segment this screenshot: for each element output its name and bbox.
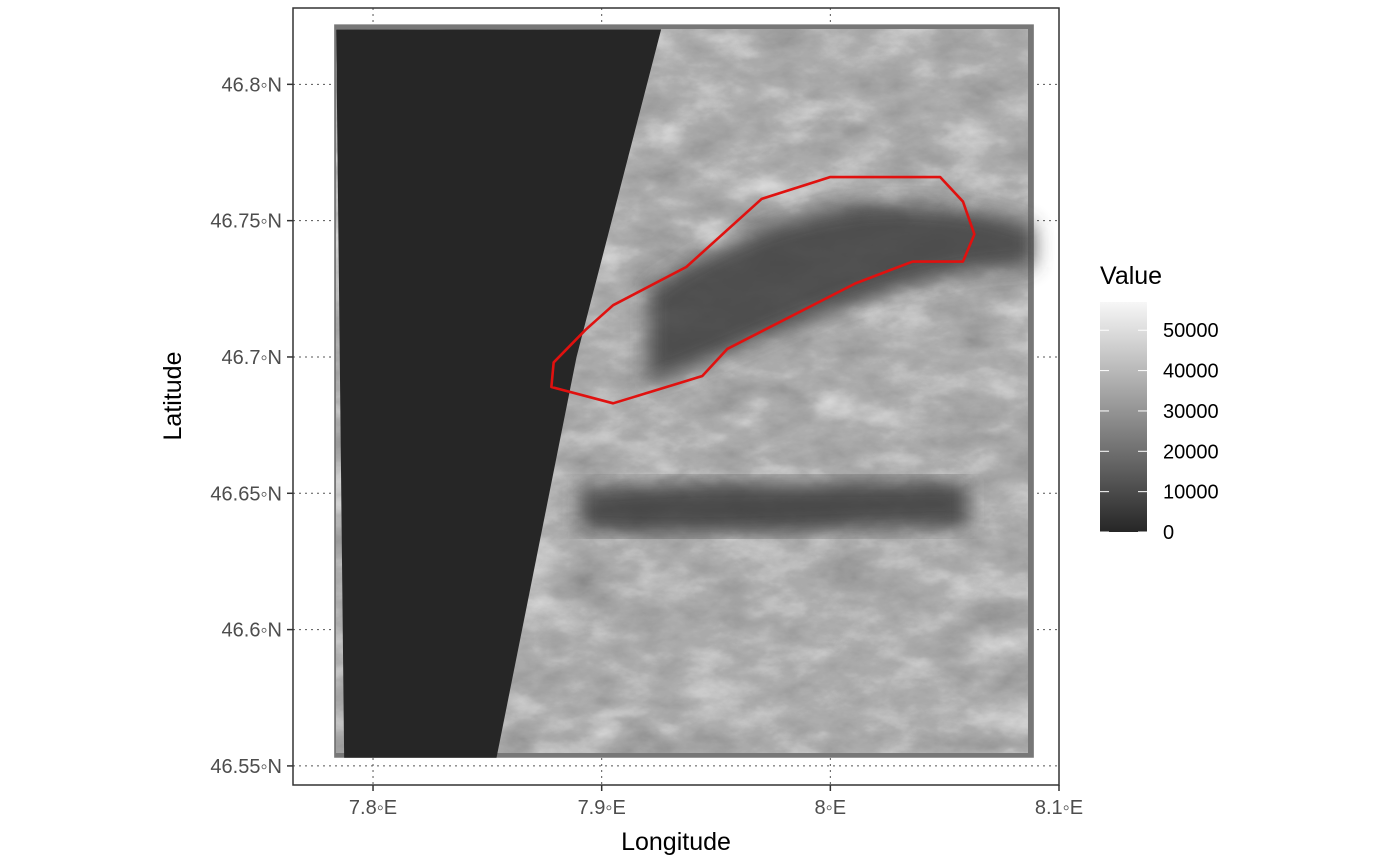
y-tick-label: 46.6◦N (222, 620, 282, 642)
x-tick-label: 8.1◦E (1035, 797, 1083, 819)
legend-label: 40000 (1163, 361, 1219, 383)
legend-label: 20000 (1163, 441, 1219, 463)
legend-label: 30000 (1163, 401, 1219, 423)
elevation-raster (334, 24, 1034, 758)
x-axis-title: Longitude (621, 828, 731, 856)
y-tick-label: 46.75◦N (210, 211, 282, 233)
legend-colorbar (1100, 302, 1147, 532)
region-outline (550, 175, 976, 405)
y-tick-label: 46.55◦N (210, 756, 282, 778)
x-axis: 7.8◦E 7.9◦E 8◦E 8.1◦E (349, 785, 1083, 819)
panel-border (292, 7, 1060, 786)
y-tick-label: 46.65◦N (210, 483, 282, 505)
x-tick-label: 7.9◦E (578, 797, 626, 819)
legend-label: 0 (1163, 522, 1174, 544)
y-tick-label: 46.8◦N (222, 74, 282, 96)
legend-title: Value (1100, 262, 1162, 290)
legend-label: 10000 (1163, 482, 1219, 504)
valley-shade (578, 479, 968, 534)
y-axis-title: Latitude (159, 352, 187, 441)
y-tick-label: 46.7◦N (222, 347, 282, 369)
legend-label: 50000 (1163, 320, 1219, 342)
x-tick-label: 7.8◦E (349, 797, 397, 819)
nodata-region (336, 29, 662, 758)
x-tick-label: 8◦E (815, 797, 847, 819)
y-axis: 46.55◦N 46.6◦N 46.65◦N 46.7◦N 46.75◦N 46.8◦N (210, 74, 293, 778)
legend: Value 0 10000 20000 30000 40000 50000 (1100, 262, 1219, 544)
legend-ticks: 0 10000 20000 30000 40000 50000 (1100, 320, 1219, 544)
